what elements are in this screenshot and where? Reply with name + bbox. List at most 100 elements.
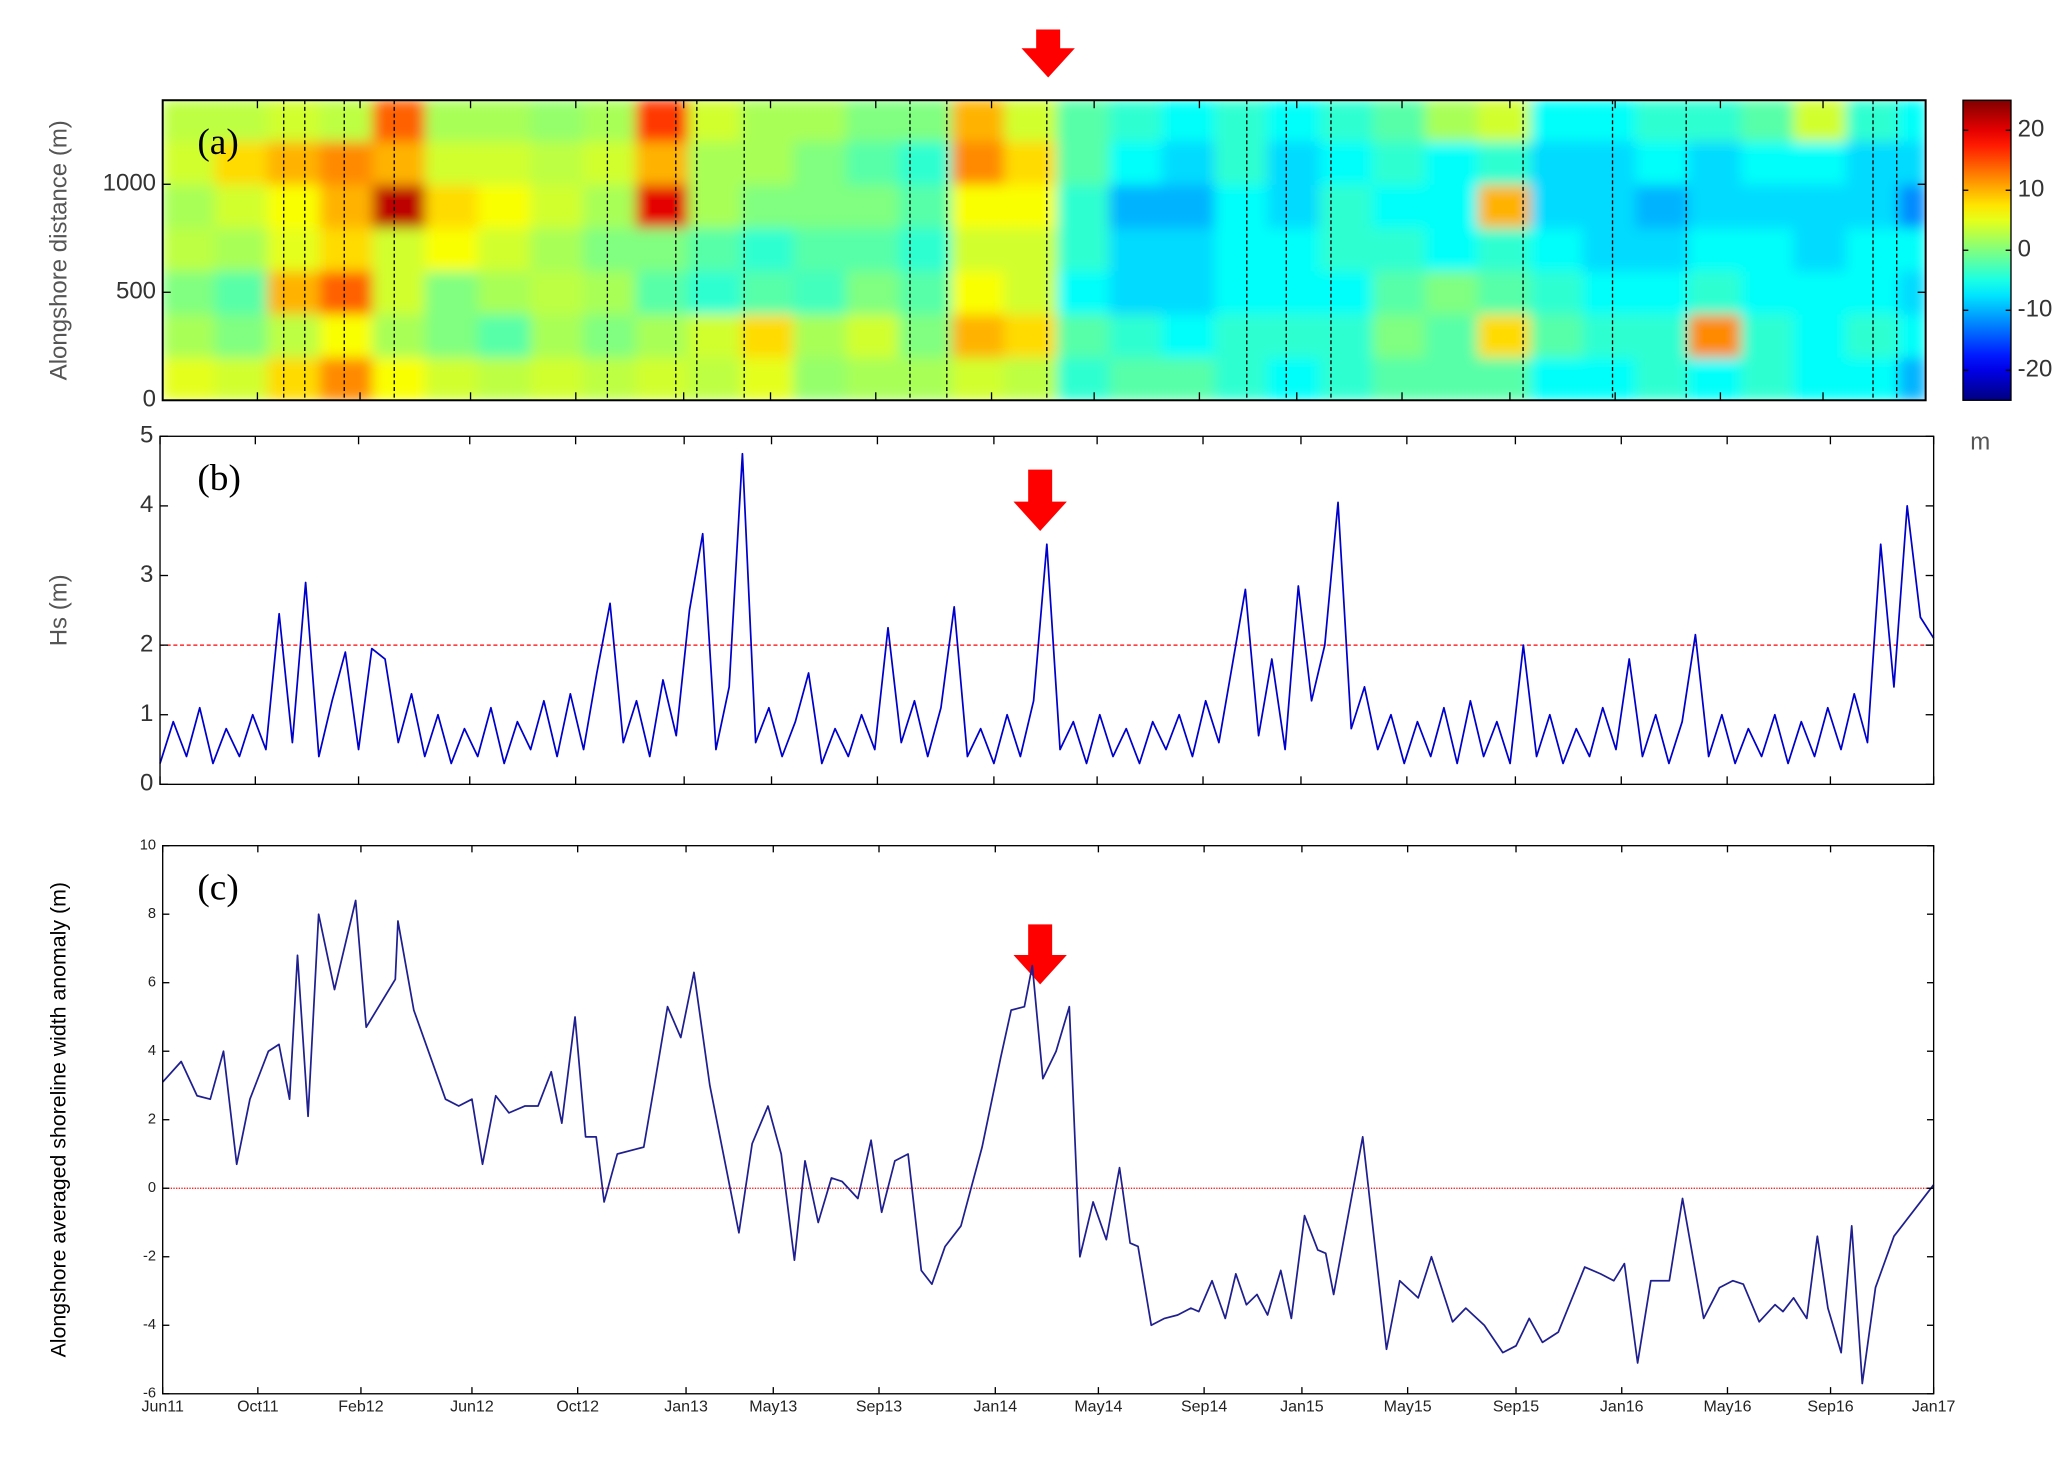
heat-cell	[1425, 356, 1479, 401]
heat-cell	[319, 183, 374, 229]
heat-cell	[214, 356, 269, 401]
heat-cell	[1214, 313, 1269, 358]
heat-cell	[319, 356, 374, 401]
x-tick-label: Jan16	[1600, 1398, 1644, 1415]
heat-cell	[1267, 100, 1322, 142]
y-tick-label: 0	[143, 386, 156, 413]
heat-cell	[1425, 183, 1479, 229]
heat-cell	[1109, 270, 1164, 315]
heat-cell	[1161, 270, 1216, 315]
heat-cell	[1109, 100, 1164, 142]
x-tick-label: May14	[1074, 1398, 1122, 1415]
x-tick-label: Sep14	[1181, 1398, 1227, 1415]
heat-cell	[267, 313, 322, 358]
heat-cell	[1793, 356, 1848, 401]
heatmap-cells	[162, 100, 1926, 401]
heat-cell	[1530, 270, 1585, 315]
x-tick-label: Jan17	[1912, 1398, 1956, 1415]
heat-cell	[1319, 183, 1374, 229]
heat-cell	[1740, 313, 1795, 358]
y-tick-label: 6	[148, 975, 156, 991]
x-tick-label: Sep15	[1493, 1398, 1539, 1415]
heat-cell	[1004, 183, 1058, 229]
heat-cell	[793, 226, 848, 272]
heat-cell	[1582, 226, 1637, 272]
heat-cell	[1004, 270, 1058, 315]
heat-cell	[1109, 140, 1164, 185]
arrow	[1021, 29, 1075, 78]
heat-cell	[951, 140, 1006, 185]
heat-cell	[793, 183, 848, 229]
heat-cell	[1109, 183, 1164, 229]
heat-cell	[1740, 183, 1795, 229]
heat-cell	[583, 270, 637, 315]
heat-cell	[1056, 183, 1111, 229]
colorbar-tick-label: -10	[2018, 296, 2053, 323]
heat-cell	[372, 356, 427, 401]
heat-cell	[1635, 226, 1690, 272]
y-tick-label: 0	[140, 770, 153, 797]
heat-cell	[1582, 270, 1637, 315]
y-tick-label: -4	[143, 1317, 156, 1333]
heat-cell	[372, 313, 427, 358]
heat-cell	[846, 313, 901, 358]
heat-cell	[1267, 183, 1322, 229]
heat-cell	[267, 270, 322, 315]
heat-cell	[846, 356, 901, 401]
y-tick-label: 1	[140, 700, 153, 727]
heat-cell	[267, 140, 322, 185]
heat-cell	[740, 226, 795, 272]
heat-cell	[1688, 100, 1743, 142]
colorbar	[1962, 99, 2012, 401]
heat-cell	[740, 356, 795, 401]
heat-cell	[1161, 313, 1216, 358]
plot-frame	[161, 99, 1927, 402]
heat-cell	[1056, 356, 1111, 401]
heat-cell	[477, 100, 532, 142]
heat-cell	[530, 140, 585, 185]
panel-label: (a)	[197, 122, 238, 163]
heat-cell	[162, 140, 216, 185]
y-tick-label: 5	[140, 422, 153, 449]
heat-cell	[1793, 270, 1848, 315]
heat-cell	[846, 100, 901, 142]
plot-frame	[159, 435, 1935, 786]
heat-cell	[1056, 313, 1111, 358]
panel-label: (b)	[197, 458, 241, 499]
heat-cell	[162, 100, 216, 142]
heat-cell	[162, 270, 216, 315]
y-tick-label: 1000	[103, 170, 156, 197]
heat-cell	[425, 226, 480, 272]
heat-cell	[1530, 183, 1585, 229]
heat-cell	[1582, 183, 1637, 229]
heat-cell	[1688, 183, 1743, 229]
heat-cell	[1793, 226, 1848, 272]
heat-cell	[1898, 140, 1926, 185]
heat-cell	[1267, 313, 1322, 358]
heat-cell	[1372, 183, 1427, 229]
heat-cell	[1319, 356, 1374, 401]
heat-cell	[583, 313, 637, 358]
heat-cell	[740, 183, 795, 229]
heat-cell	[1056, 226, 1111, 272]
heat-cell	[1793, 183, 1848, 229]
y-tick-label: 10	[140, 838, 156, 854]
heat-cell	[583, 183, 637, 229]
heat-cell	[214, 100, 269, 142]
heat-cell	[425, 140, 480, 185]
y-tick-label: 4	[140, 491, 153, 518]
heat-cell	[1161, 100, 1216, 142]
heat-cell	[1898, 313, 1926, 358]
heat-cell	[372, 100, 427, 142]
colorbar-tick-label: 20	[2018, 116, 2045, 143]
heat-cell	[583, 356, 637, 401]
heat-cell	[583, 140, 637, 185]
heat-cell	[793, 313, 848, 358]
x-tick-label: Oct11	[237, 1398, 279, 1415]
heat-cell	[793, 270, 848, 315]
heat-cell	[1004, 140, 1058, 185]
heatmap-area	[162, 100, 1926, 401]
heat-cell	[1372, 356, 1427, 401]
heat-cell	[1372, 313, 1427, 358]
heat-cell	[319, 100, 374, 142]
